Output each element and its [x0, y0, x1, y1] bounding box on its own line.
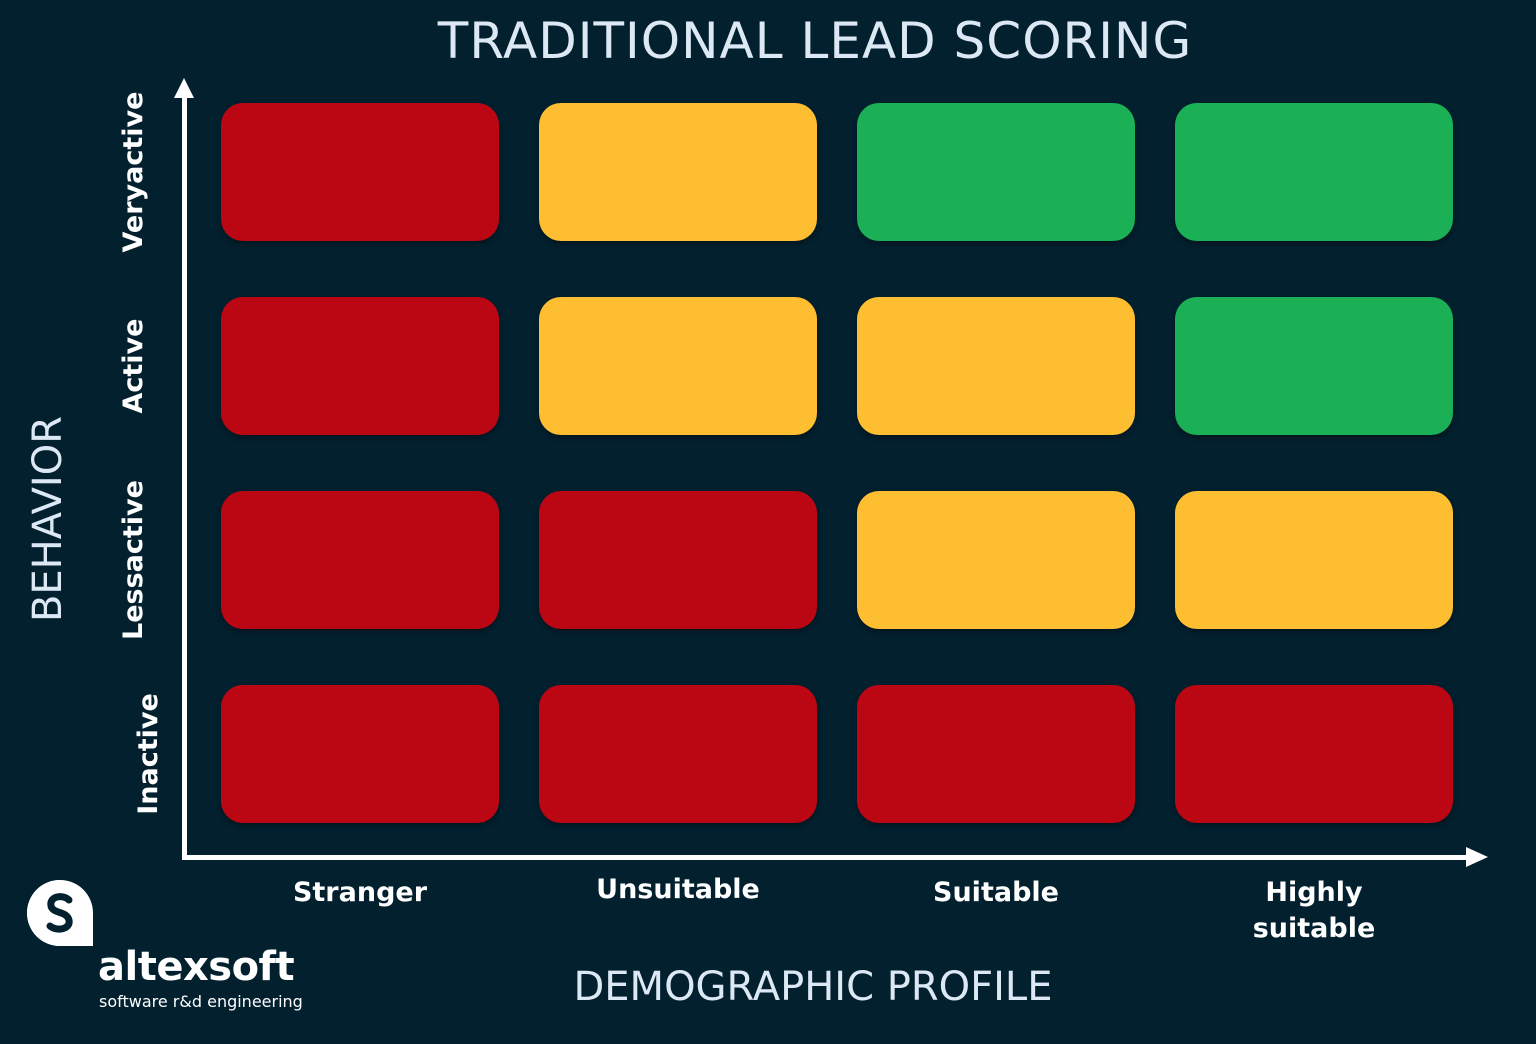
x-axis-title: DEMOGRAPHIC PROFILE [573, 964, 1053, 1010]
matrix-cell-red [1175, 685, 1453, 823]
x-axis-line [182, 855, 1472, 860]
column-label-suitable: Suitable [933, 877, 1059, 908]
matrix-cell-red [221, 685, 499, 823]
matrix-cell-red [857, 685, 1135, 823]
matrix-cell-green [1175, 103, 1453, 241]
matrix-cell-yellow [1175, 491, 1453, 629]
column-label-highly-suitable: Highly suitable [1252, 877, 1376, 944]
matrix-cell-red [221, 297, 499, 435]
column-label-unsuitable: Unsuitable [596, 874, 760, 905]
matrix-cell-yellow [539, 297, 817, 435]
altexsoft-logo-icon [27, 880, 93, 946]
y-axis-line [182, 92, 187, 860]
row-label-inactive: Inactive [133, 693, 165, 815]
y-axis-arrow-icon [174, 78, 194, 98]
matrix-cell-yellow [539, 103, 817, 241]
matrix-cell-red [221, 103, 499, 241]
x-axis-arrow-icon [1466, 847, 1488, 867]
row-label-active: Active [118, 318, 150, 414]
matrix-cell-red [221, 491, 499, 629]
row-label-very-active: Very active [118, 91, 150, 253]
matrix-cell-yellow [857, 491, 1135, 629]
matrix-cell-red [539, 491, 817, 629]
brand-tagline: software r&d engineering [99, 992, 303, 1011]
brand-name: altexsoft [98, 944, 295, 990]
chart-title: TRADITIONAL LEAD SCORING [437, 12, 1193, 70]
matrix-cell-green [1175, 297, 1453, 435]
matrix-cell-yellow [857, 297, 1135, 435]
column-label-stranger: Stranger [292, 877, 428, 908]
matrix-cell-green [857, 103, 1135, 241]
row-label-less-active: Less active [118, 480, 150, 640]
y-axis-title: BEHAVIOR [25, 415, 71, 623]
matrix-cell-red [539, 685, 817, 823]
